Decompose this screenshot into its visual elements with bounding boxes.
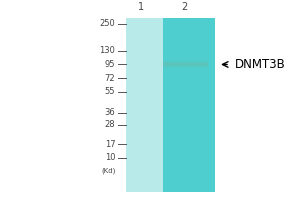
Bar: [163, 68, 208, 69]
Text: (Kd): (Kd): [101, 167, 116, 174]
Bar: [163, 64, 208, 65]
Bar: [163, 62, 208, 63]
Text: 2: 2: [182, 2, 188, 12]
Text: 1: 1: [138, 2, 144, 12]
Text: 17: 17: [105, 140, 116, 149]
Bar: [163, 65, 208, 67]
Bar: [126, 18, 163, 192]
Bar: [163, 61, 208, 62]
Text: 95: 95: [105, 60, 116, 69]
Text: DNMT3B: DNMT3B: [235, 58, 285, 71]
Text: 28: 28: [105, 120, 116, 129]
Bar: [163, 67, 208, 68]
Text: 36: 36: [105, 108, 116, 117]
Bar: [163, 18, 215, 192]
Bar: [163, 63, 208, 64]
Text: 130: 130: [100, 46, 116, 55]
Text: 10: 10: [105, 153, 116, 162]
Text: 250: 250: [100, 19, 116, 28]
Bar: [163, 60, 208, 61]
Text: 72: 72: [105, 74, 116, 83]
Text: 55: 55: [105, 87, 116, 96]
